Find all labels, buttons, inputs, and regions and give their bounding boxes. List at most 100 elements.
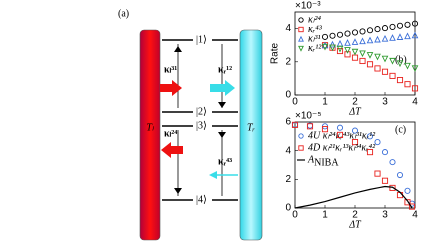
arrow [210,80,235,96]
rate-label: κᵣ¹² [218,64,232,75]
marker [411,31,419,39]
marker [359,37,366,45]
marker [374,170,381,177]
arrow [161,142,183,158]
marker [336,131,344,138]
marker [298,145,304,151]
x-tick-label: 4 [412,210,418,221]
x-tick-label: 4 [412,97,418,108]
rate-label: κₗ²⁴ [164,128,177,139]
marker [374,35,381,43]
y-multiplier: ×10⁻³ [295,1,321,12]
marker [336,47,344,55]
marker [404,199,411,206]
marker [321,41,329,49]
legend-label: A [307,154,315,165]
level-label: |2⟩ [196,106,207,117]
reservoir-right [239,29,263,241]
level-label: |1⟩ [196,34,207,45]
legend-label: κᵣ⁴³ [308,24,323,35]
marker [396,22,404,29]
marker [396,60,404,68]
diagram: (a) Tₗ Tᵣ |1⟩ |2⟩ |3⟩ |4⟩ κₗ³¹ κᵣ¹² κₗ²⁴ [118,8,263,241]
reservoir-label: Tᵣ [247,122,256,133]
marker [329,32,336,39]
y-multiplier: ×10⁻⁵ [295,111,321,122]
x-axis-label: ΔT [348,106,362,117]
marker [366,61,374,68]
marker [404,187,411,194]
panel-label: (b) [395,54,407,65]
marker [404,81,411,88]
marker [366,52,374,59]
marker [351,127,359,134]
marker [381,177,389,184]
panel-label: (c) [395,124,406,135]
marker [298,45,304,52]
y-tick-label: 2 [285,56,291,67]
rate-label: κᵣ⁴³ [218,156,232,167]
marker [359,50,366,58]
marker [306,123,314,130]
marker [336,45,344,53]
y-tick-label: 4 [285,23,291,34]
x-tick-label: 0 [292,97,298,108]
marker [381,149,389,156]
y-tick-label: 0 [285,90,291,101]
marker [366,27,374,34]
marker [381,34,389,42]
line [294,185,413,209]
x-tick-label: 1 [322,210,328,221]
marker [351,139,359,146]
y-tick-label: 4 [285,145,291,156]
marker [359,28,366,35]
marker [298,26,304,33]
level-label: |3⟩ [196,120,207,131]
legend-label: κₗ²⁴ [308,14,321,25]
marker [408,203,416,210]
marker [404,62,411,70]
marker [381,55,389,63]
marker [374,53,381,61]
marker [351,54,359,61]
marker [351,48,359,56]
marker [351,29,359,36]
marker [291,121,299,128]
marker [374,139,381,146]
marker [381,68,389,75]
marker [411,20,419,27]
arrow [160,80,182,96]
marker [344,39,351,46]
marker [366,133,374,140]
marker [329,40,336,48]
x-tick-label: 3 [382,97,388,108]
level-label: |4⟩ [196,194,207,205]
marker [298,35,304,42]
marker [389,159,396,166]
marker [404,32,411,40]
marker [389,34,396,41]
marker [336,31,344,38]
marker [389,72,396,79]
legend-label: 4U κₗ²⁴κᵣ⁴³κₗ³¹κᵣ¹² [308,130,376,141]
x-axis-label: ΔT [348,219,362,230]
x-tick-label: 3 [382,210,388,221]
marker [359,57,366,65]
marker [336,124,344,131]
marker [366,149,374,156]
marker [404,21,411,28]
reservoir-label: Tₗ [146,122,155,133]
marker [329,44,336,52]
marker [336,39,344,47]
marker [321,43,329,51]
marker [298,133,304,139]
marker [321,33,329,40]
reservoir-left [139,29,161,241]
marker [389,57,396,65]
marker [389,23,396,30]
legend-label: κₗ³¹ [308,33,320,44]
x-tick-label: 1 [322,97,328,108]
rate-label: κₗ³¹ [164,64,177,75]
marker [411,65,419,73]
